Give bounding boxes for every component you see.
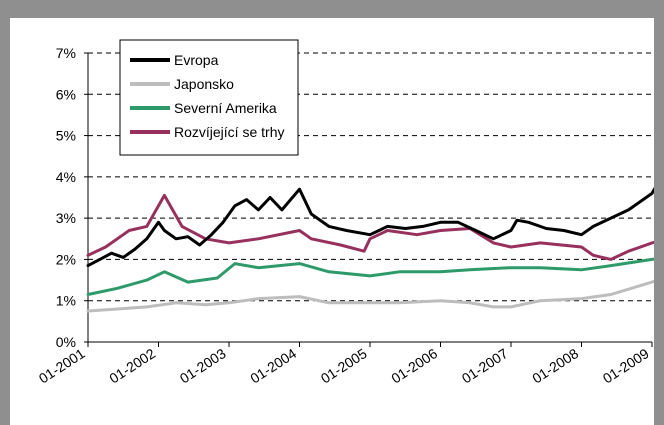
x-tick-label: 01-2009 [600, 345, 652, 387]
y-tick-label: 7% [56, 45, 76, 61]
plot-panel: 0% 1% 2% 3% 4% 5% 6% 7% 01-2001 01-2002 01-2003 01… [10, 18, 654, 425]
y-tick-label: 5% [56, 128, 76, 144]
x-tick-label: 01-2002 [106, 345, 158, 387]
series-line-1 [86, 279, 654, 313]
series-line-3 [86, 193, 654, 261]
y-tick-label: 1% [56, 293, 76, 309]
y-tick-label: 0% [56, 334, 76, 350]
x-tick-label: 01-2004 [247, 345, 299, 387]
x-axis: 01-2001 01-2002 01-2003 01-2004 01-2005 01-20… [36, 345, 652, 387]
x-tick-label: 01-2006 [388, 345, 440, 387]
legend-label: Severní Amerika [174, 100, 277, 116]
y-tick-label: 4% [56, 169, 76, 185]
line-chart: 0%1%2%3%4%5%6%7% 01-2001 01-2002 01-2003 01… [36, 39, 654, 387]
y-tick-label: 6% [56, 86, 76, 102]
series-line-0 [86, 186, 654, 268]
x-tick-label: 01-2005 [318, 345, 370, 387]
series-line-2 [86, 257, 654, 296]
y-axis: 0% 1% 2% 3% 4% 5% 6% 7% [56, 45, 76, 350]
y-tick-label: 3% [56, 210, 76, 226]
x-tick-label: 01-2003 [177, 345, 229, 387]
y-tick-label: 2% [56, 251, 76, 267]
x-tick-label: 01-2001 [36, 345, 88, 387]
legend-label: Japonsko [174, 76, 234, 92]
legend: Evropa Japonsko Severní Amerika Rozvíjející… [119, 39, 299, 156]
legend-label: Rozvíjející se trhy [174, 124, 284, 140]
series-layer [86, 186, 654, 313]
legend-label: Evropa [174, 52, 219, 68]
x-tick-label: 01-2007 [459, 345, 511, 387]
x-tick-label: 01-2008 [529, 345, 581, 387]
